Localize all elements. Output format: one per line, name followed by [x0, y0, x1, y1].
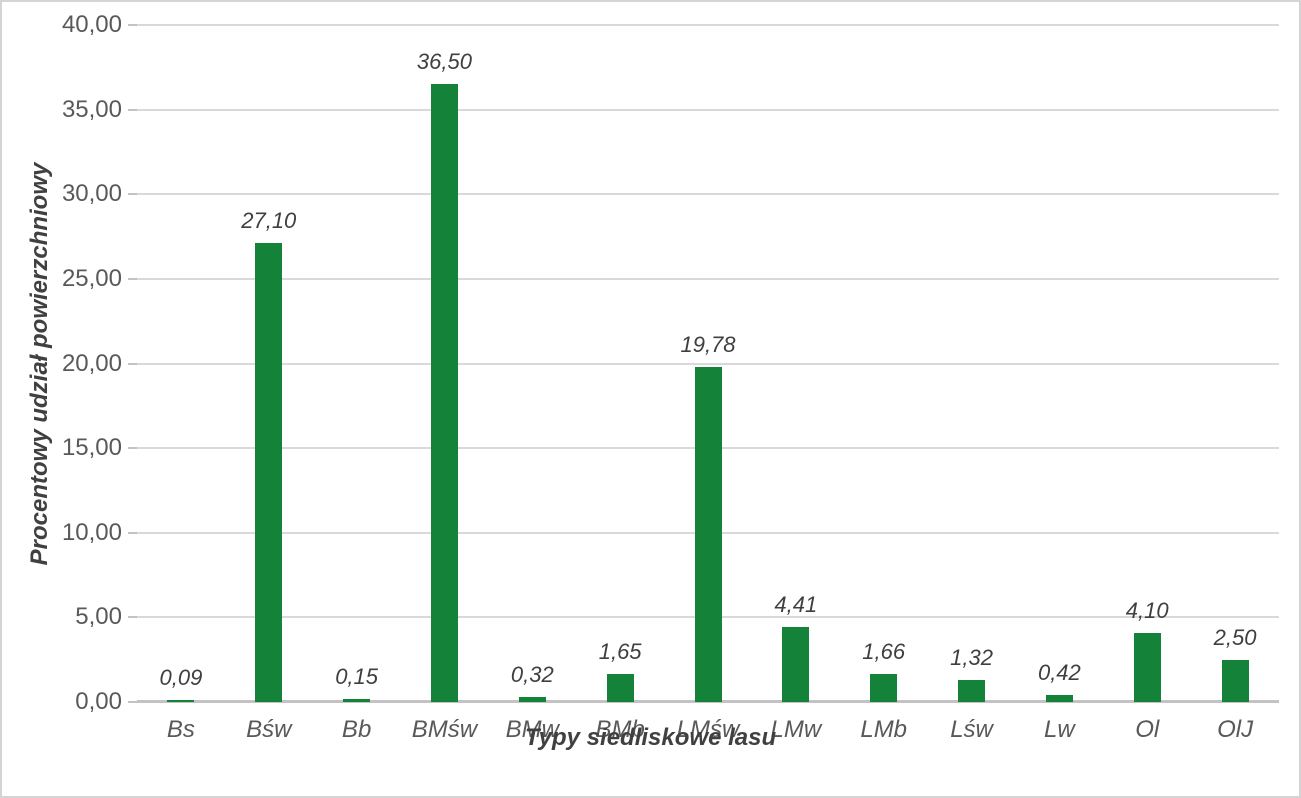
bar — [870, 673, 898, 702]
x-tick-label: Lśw — [950, 716, 993, 743]
y-tick-label: 15,00 — [61, 434, 122, 462]
bar-value-label: 0,32 — [510, 661, 554, 687]
bar-value-label: 0,42 — [1037, 659, 1081, 685]
bar — [606, 674, 634, 702]
x-tick-label: LMśw — [676, 716, 740, 743]
bar-value-label: 1,66 — [862, 638, 906, 664]
y-tick-mark — [128, 447, 137, 450]
bar-value-label: 19,78 — [680, 332, 736, 358]
bar — [343, 699, 371, 702]
x-tick-label: Bb — [341, 716, 372, 743]
bar-value-label: 4,10 — [1125, 597, 1169, 623]
y-tick-mark — [128, 701, 137, 703]
y-tick-label: 0,00 — [75, 688, 122, 715]
bar-value-label: 27,10 — [241, 208, 297, 234]
y-tick-mark — [128, 108, 137, 111]
bar — [958, 679, 986, 702]
bar — [430, 84, 458, 702]
bar-value-label: 1,32 — [950, 644, 993, 670]
plot-area: 0,00 5,00 10,00 15,00 20,00 25,00 30,00 35,00 40… — [62, 11, 1279, 743]
y-tick-mark — [128, 616, 137, 619]
y-tick-mark — [128, 193, 137, 196]
y-tick-label: 35,00 — [61, 95, 122, 123]
y-tick-label: 40,00 — [61, 11, 122, 38]
y-tick-label: 10,00 — [61, 518, 122, 546]
bar-value-label: 1,65 — [598, 639, 642, 665]
bar — [694, 367, 722, 702]
x-tick-label: Lw — [1044, 716, 1075, 743]
x-tick-label: BMb — [595, 716, 645, 743]
x-tick-label: BMw — [505, 716, 559, 743]
x-tick-label: Bs — [166, 716, 195, 743]
bar — [1133, 632, 1161, 702]
gridline — [137, 24, 1279, 26]
y-tick-mark — [128, 24, 137, 26]
bar-value-label: 4,41 — [774, 592, 818, 618]
bar — [1221, 659, 1249, 702]
x-tick-label: LMw — [770, 716, 822, 743]
gridline — [137, 108, 1279, 111]
x-tick-label: BMśw — [411, 716, 478, 743]
y-tick-mark — [128, 531, 137, 534]
bar-value-label: 2,50 — [1213, 624, 1257, 650]
gridline — [137, 277, 1279, 280]
y-tick-label: 25,00 — [61, 264, 122, 292]
bar-value-label: 36,50 — [416, 49, 472, 75]
x-tick-label: Bśw — [246, 716, 292, 743]
gridline — [137, 193, 1279, 196]
y-tick-mark — [128, 277, 137, 280]
bar-value-label: 0,15 — [335, 664, 379, 690]
y-tick-label: 20,00 — [61, 349, 122, 377]
bar — [1045, 694, 1073, 702]
gridline — [137, 362, 1279, 365]
y-axis-title: Procentowy udział powierzchniowy — [26, 162, 53, 566]
bar — [782, 627, 810, 702]
bar — [255, 243, 283, 702]
y-tick-label: 30,00 — [61, 180, 122, 208]
x-axis-title: Typy siedliskowe lasu — [524, 724, 777, 751]
x-tick-label: OlJ — [1217, 716, 1254, 743]
y-tick-label: 5,00 — [75, 603, 122, 631]
y-tick-mark — [128, 362, 137, 365]
bar — [518, 696, 546, 702]
x-tick-label: LMb — [860, 716, 908, 743]
bar — [167, 700, 195, 702]
bar-value-label: 0,09 — [159, 665, 203, 691]
x-tick-label: Ol — [1135, 716, 1160, 743]
